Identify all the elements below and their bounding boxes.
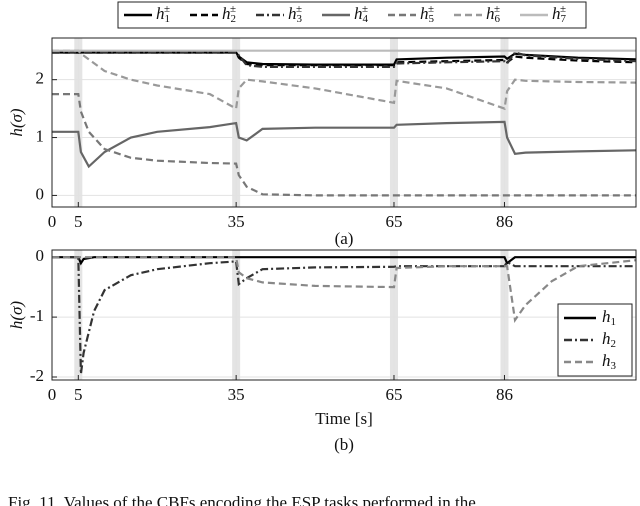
data-line [52,51,637,68]
legend-sup: ± [362,3,368,15]
legend-name: h [552,4,561,23]
x-tick-label: 5 [74,212,83,231]
data-line [52,49,637,111]
legend-sub: 6 [495,13,501,25]
legend-sup: ± [296,3,302,15]
x-tick-label: 86 [496,212,513,231]
x-tick-label: 0 [48,385,57,404]
plot-frame [51,37,637,208]
x-axis-label: Time [s] [315,409,372,428]
legend-sup: ± [494,3,500,15]
legend-sup: ± [428,3,434,15]
legend-label: h3 [602,351,617,372]
x-tick-label: 5 [74,385,83,404]
x-tick-label: 35 [228,212,245,231]
y-tick-label: 1 [36,126,45,145]
x-tick-label: 0 [48,212,57,231]
legend-label: h5± [420,3,435,25]
legend-sup: ± [164,3,170,15]
data-line [52,51,637,66]
legend-name: h [486,4,495,23]
legend-sub: 1 [165,13,171,25]
y-tick-label: 2 [36,69,45,88]
legend-sub: 3 [611,360,617,372]
legend-sub: 3 [297,13,303,25]
y-axis-label: h(σ) [7,108,26,137]
y-tick-label: 0 [36,246,45,265]
legend-label: h2 [602,329,616,350]
legend-name: h [602,329,611,348]
legend-sub: 5 [429,13,435,25]
y-tick-label: 0 [36,184,45,203]
legend-sub: 7 [561,13,567,25]
legend-label: h3± [288,3,303,25]
legend-name: h [602,351,611,370]
data-line [52,120,637,169]
legend-sup: ± [560,3,566,15]
legend-label: h1 [602,307,616,328]
legend-label: h1± [156,3,170,25]
legend-name: h [288,4,297,23]
legend-box [117,1,587,29]
subplot-caption: (a) [335,229,354,248]
legend-label: h7± [552,3,567,25]
subplot-caption: (b) [334,435,354,454]
x-tick-label: 65 [385,385,402,404]
x-tick-label: 35 [228,385,245,404]
data-line [52,51,637,67]
legend-sub: 2 [611,338,617,350]
data-line [52,93,636,197]
plot-frame [51,249,637,381]
legend-name: h [222,4,231,23]
legend-name: h [602,307,611,326]
legend-sub: 1 [611,316,617,328]
y-tick-label: -1 [30,306,44,325]
legend-sub: 2 [231,13,237,25]
data-line [52,256,636,266]
x-tick-label: 65 [385,212,402,231]
legend-label: h6± [486,3,501,25]
legend-sup: ± [230,3,236,15]
legend-name: h [156,4,165,23]
data-line [52,256,637,323]
figure-caption: Fig. 11. Values of the CBFs encoding the… [8,493,476,506]
data-line [52,256,636,375]
y-axis-label: h(σ) [7,301,26,330]
legend-sub: 4 [363,13,369,25]
y-tick-label: -2 [30,366,44,385]
legend-label: h4± [354,3,369,25]
legend-name: h [354,4,363,23]
x-tick-label: 86 [496,385,513,404]
legend-name: h [420,4,429,23]
legend-label: h2± [222,3,236,25]
legend: h1± h2± h3± h4± h5± h6± h7± [117,1,587,29]
